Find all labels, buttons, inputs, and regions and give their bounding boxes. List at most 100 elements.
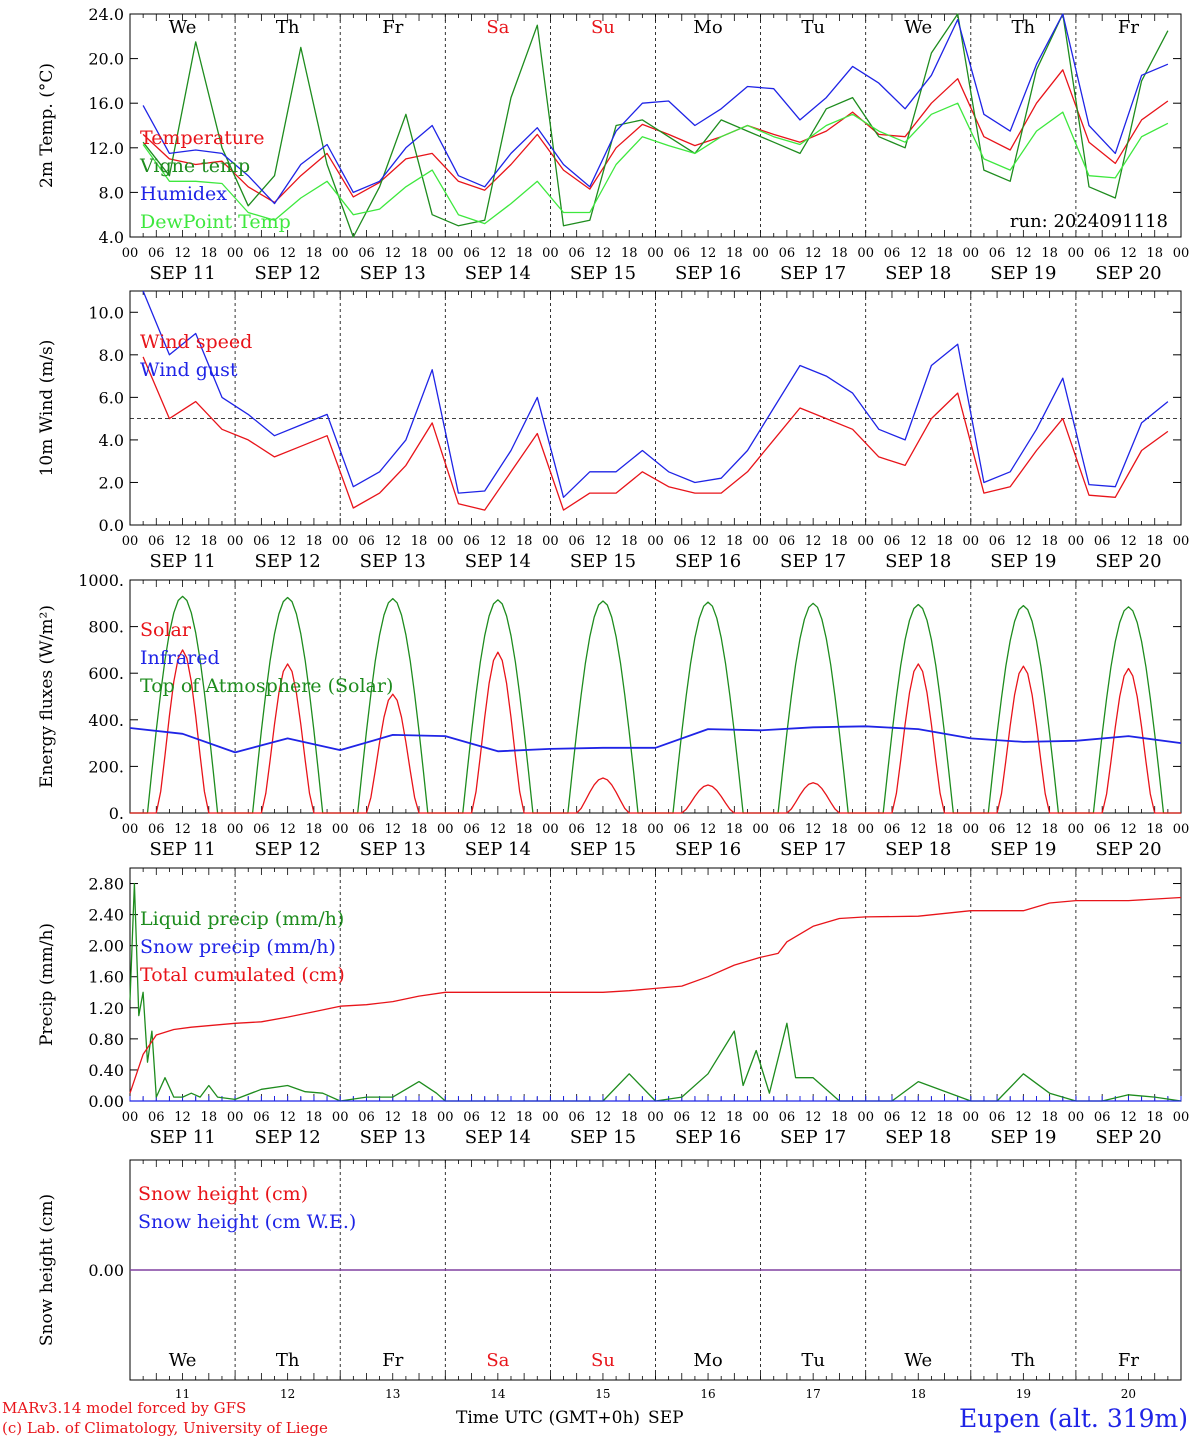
legend-entry: Total cumulated (cm): [140, 964, 345, 986]
hour-tick-label: 12: [1120, 822, 1137, 837]
date-label: SEP 18: [885, 839, 951, 860]
hour-tick-label: 00: [963, 534, 980, 549]
date-label: SEP 20: [1095, 551, 1161, 572]
hour-tick-label: 12: [1015, 822, 1032, 837]
date-label: SEP 15: [570, 1127, 636, 1148]
hour-tick-label: 00: [1173, 822, 1190, 837]
day-of-week-label: Fr: [1118, 1350, 1139, 1371]
hour-tick-label: 12: [174, 534, 191, 549]
y-tick-label: 8.0: [99, 346, 124, 365]
hour-tick-label: 00: [332, 534, 349, 549]
hour-tick-label: 18: [306, 246, 323, 261]
date-label: SEP 15: [570, 551, 636, 572]
day-of-week-label: Th: [1012, 17, 1036, 38]
hour-tick-label: 12: [700, 246, 717, 261]
hour-tick-label: 00: [332, 246, 349, 261]
day-number-label: 18: [911, 1387, 926, 1401]
hour-tick-label: 00: [1173, 534, 1190, 549]
hour-tick-label: 06: [1094, 1110, 1111, 1125]
y-tick-label: 4.0: [99, 431, 124, 450]
hour-tick-label: 06: [989, 822, 1006, 837]
hour-tick-label: 06: [674, 1110, 691, 1125]
y-axis-label: 10m Wind (m/s): [37, 340, 57, 477]
hour-tick-label: 00: [857, 1110, 874, 1125]
hour-tick-label: 00: [542, 246, 559, 261]
legend-entry: Temperature: [140, 127, 264, 149]
hour-tick-label: 12: [490, 246, 507, 261]
y-tick-label: 400.: [88, 711, 124, 730]
hour-tick-label: 18: [621, 246, 638, 261]
hour-tick-label: 18: [726, 246, 743, 261]
date-label: SEP 14: [465, 1127, 531, 1148]
hour-tick-label: 18: [831, 246, 848, 261]
hour-tick-label: 06: [358, 246, 375, 261]
day-number-label: 17: [806, 1387, 821, 1401]
hour-tick-label: 18: [411, 1110, 428, 1125]
hour-tick-label: 18: [831, 534, 848, 549]
hour-tick-label: 00: [1173, 1110, 1190, 1125]
y-tick-label: 600.: [88, 664, 124, 683]
legend-entry: Liquid precip (mm/h): [140, 908, 344, 930]
hour-tick-label: 06: [779, 534, 796, 549]
series-line-wind-gust: [142, 290, 1169, 498]
series-line-solar: [130, 649, 1181, 814]
hour-tick-label: 12: [700, 534, 717, 549]
day-number-label: 20: [1121, 1387, 1136, 1401]
hour-tick-label: 12: [595, 246, 612, 261]
time-axis-month: SEP: [648, 1408, 684, 1428]
hour-tick-label: 18: [201, 534, 218, 549]
date-label: SEP 17: [780, 839, 846, 860]
day-number-label: 11: [175, 1387, 190, 1401]
hour-tick-label: 12: [910, 534, 927, 549]
hour-tick-label: 18: [516, 534, 533, 549]
hour-tick-label: 06: [253, 246, 270, 261]
hour-tick-label: 00: [227, 534, 244, 549]
y-tick-label: 2.00: [88, 937, 124, 956]
y-tick-label: 0.00: [88, 1261, 124, 1280]
hour-tick-label: 06: [884, 534, 901, 549]
hour-tick-label: 06: [568, 1110, 585, 1125]
hour-tick-label: 06: [884, 1110, 901, 1125]
date-label: SEP 20: [1095, 839, 1161, 860]
hour-tick-label: 06: [1094, 246, 1111, 261]
y-tick-label: 1.20: [88, 999, 124, 1018]
day-of-week-label: Fr: [1118, 17, 1139, 38]
hour-tick-label: 18: [726, 534, 743, 549]
hour-tick-label: 06: [989, 246, 1006, 261]
hour-tick-label: 18: [516, 1110, 533, 1125]
legend-entry: Snow height (cm W.E.): [138, 1211, 356, 1233]
legend-entry: Top of Atmosphere (Solar): [140, 675, 393, 697]
hour-tick-label: 06: [253, 534, 270, 549]
y-tick-label: 2.80: [88, 875, 124, 894]
hour-tick-label: 12: [910, 1110, 927, 1125]
series-line-total: [129, 896, 1182, 1094]
date-label: SEP 14: [465, 839, 531, 860]
hour-tick-label: 12: [700, 822, 717, 837]
hour-tick-label: 06: [568, 822, 585, 837]
day-number-label: 15: [595, 1387, 610, 1401]
y-tick-label: 0.0: [99, 516, 124, 535]
hour-tick-label: 00: [1068, 1110, 1085, 1125]
day-of-week-label: We: [169, 17, 197, 38]
day-of-week-label: Tu: [801, 17, 825, 38]
hour-tick-label: 06: [463, 534, 480, 549]
hour-tick-label: 18: [201, 246, 218, 261]
legend-entry: Solar: [140, 619, 192, 641]
hour-tick-label: 18: [1146, 534, 1163, 549]
hour-tick-label: 06: [884, 822, 901, 837]
y-tick-label: 4.0: [99, 228, 124, 247]
day-of-week-label: Th: [276, 17, 300, 38]
date-label: SEP 20: [1095, 1127, 1161, 1148]
hour-tick-label: 00: [752, 822, 769, 837]
day-number-label: 13: [385, 1387, 400, 1401]
hour-tick-label: 18: [936, 246, 953, 261]
hour-tick-label: 18: [516, 246, 533, 261]
y-axis-label: 2m Temp. (°C): [37, 63, 57, 188]
legend-entry: Wind gust: [140, 359, 238, 381]
hour-tick-label: 12: [910, 822, 927, 837]
date-label: SEP 11: [149, 1127, 215, 1148]
series-line-wind-speed: [142, 356, 1169, 511]
hour-tick-label: 18: [201, 1110, 218, 1125]
hour-tick-label: 06: [989, 1110, 1006, 1125]
